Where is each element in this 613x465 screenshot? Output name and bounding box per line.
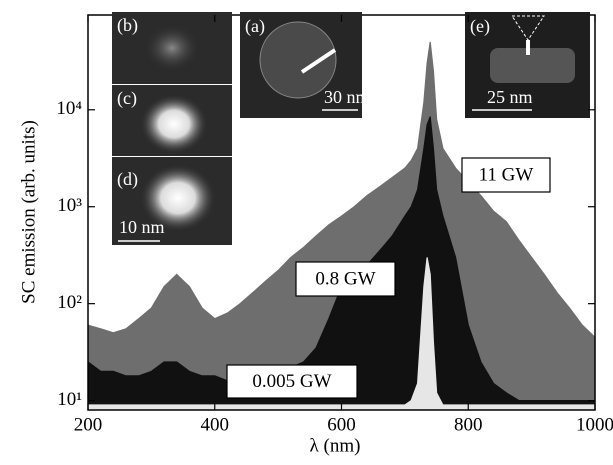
series-line [88,257,595,406]
inset-cone [511,15,545,41]
x-tick-label: 1000 [576,414,613,435]
area-fill [88,116,595,410]
y-tick-label: 10³ [57,195,82,216]
inset-spot [140,94,208,154]
inset-label: 30 nm [324,87,370,107]
y-tick-label: 10¹ [57,389,82,410]
x-tick-label: 600 [327,414,356,435]
series-line [87,116,595,402]
series-label: 11 GW [479,164,534,185]
inset-label: (b) [117,15,138,36]
series-line [87,41,596,338]
inset-spot [144,24,200,72]
plot-area [87,41,596,410]
inset-label: 10 nm [119,217,165,237]
x-tick-label: 400 [201,414,230,435]
area-fill [88,42,595,410]
inset-label: (d) [117,169,138,190]
series-label-box [461,157,551,193]
x-tick-label: 200 [74,414,103,435]
inset-label: 25 nm [487,87,533,107]
x-axis-title: λ (nm) [310,435,361,456]
series-label: 0.005 GW [252,371,331,392]
inset-cell [259,21,337,99]
series-label-box [295,261,396,297]
x-tick-label: 800 [454,414,483,435]
inset-images [112,12,590,245]
series-label: 0.8 GW [315,268,375,289]
y-axis-title: SC emission (arb. units) [18,120,39,304]
inset-label: (c) [117,88,137,109]
inset-label: (e) [470,16,490,37]
y-tick-label: 10² [57,292,82,313]
inset-cuvette [490,48,575,83]
series-label-box [226,364,358,399]
inset-label: (a) [245,16,265,37]
inset-beam [300,48,337,74]
inset-spot [140,164,216,232]
y-tick-label: 10⁴ [56,98,82,119]
